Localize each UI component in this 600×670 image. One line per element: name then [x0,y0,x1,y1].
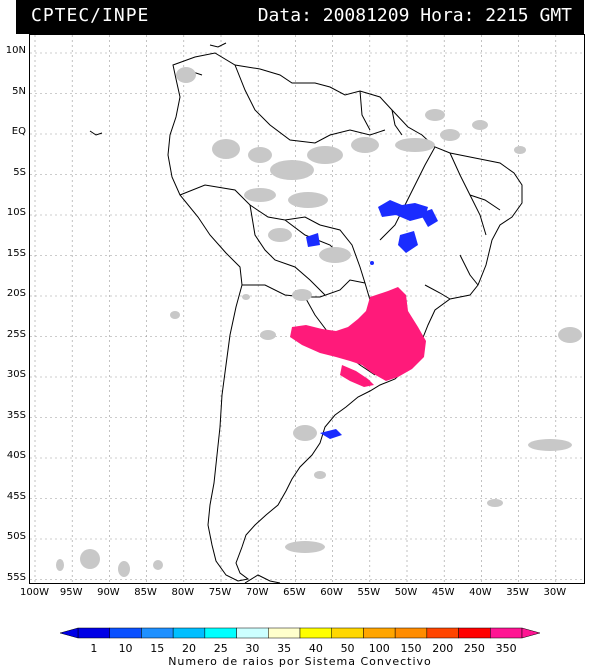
legend-swatch [426,627,459,639]
legend-swatch [172,627,206,639]
latitude-label: 30S [6,369,26,380]
latitude-label: 55S [6,571,26,583]
longitude-label: 50W [394,587,418,598]
legend-swatch [331,627,364,639]
legend-color-bar: 1 10 15 20 25 30 35 40 50 100 150 200 250 350 [59,627,541,655]
longitude-label: 70W [245,587,269,598]
legend-tick-label: 10 [119,642,133,655]
latitude-label: 5N [12,85,26,97]
longitude-label: 55W [357,587,381,598]
latitude-label: 20S [6,288,26,299]
longitude-label: 95W [59,587,83,598]
longitude-label: 35W [506,587,529,598]
legend-swatch [268,627,301,639]
legend-swatch [204,627,237,639]
legend-min-arrow [59,627,79,639]
latitude-label: 45S [6,490,26,502]
legend-tick-label: 40 [309,642,323,655]
high-intensity-clusters [290,287,426,387]
legend-tick-label: 20 [182,642,196,655]
legend-tick-label: 250 [464,642,485,655]
org-label: CPTEC/INPE [31,5,150,26]
latitude-label: 10N [5,45,26,56]
longitude-label: 100W [20,587,49,598]
latitude-label: 50S [6,531,26,542]
legend-tick-label: 35 [277,642,291,655]
latitude-label: 40S [6,450,26,461]
continent-outline [89,42,523,583]
legend-swatch [109,627,142,639]
map-frame [29,34,585,584]
map-canvas [30,35,584,583]
latitude-label: 15S [6,247,26,259]
legend-swatch [77,627,110,639]
legend-title: Numero de raios por Sistema Convectivo [168,655,432,668]
legend-tick-label: 100 [369,642,390,655]
legend-swatch [299,627,332,639]
legend-tick-label: 50 [341,642,355,655]
legend-swatch [363,627,396,639]
latitude-label: 10S [6,207,26,218]
legend-tick-label: 15 [150,642,164,655]
low-intensity-clusters [306,200,438,439]
longitude-label: 60W [320,587,343,598]
longitude-label: 30W [543,587,567,598]
legend-tick-label: 1 [90,642,97,655]
legend-tick-label: 200 [432,642,453,655]
legend-swatch [458,627,491,639]
longitude-label: 85W [134,587,157,598]
longitude-label: 80W [171,587,195,598]
latitude-label: 35S [6,409,26,421]
longitude-label: 90W [97,587,120,598]
longitude-label: 65W [283,587,306,598]
latitude-label: 25S [6,328,26,340]
legend-tick-label: 25 [214,642,228,655]
legend-swatch [490,627,523,639]
legend-tick-label: 30 [245,642,259,655]
header-bar: CPTEC/INPE Data: 20081209 Hora: 2215 GMT [16,0,584,34]
longitude-label: 45W [431,587,455,598]
longitude-label: 75W [208,587,232,598]
legend-swatch [236,627,269,639]
legend-max-arrow [521,627,541,639]
legend-swatch [394,627,428,639]
longitude-label: 40W [469,587,492,598]
legend-tick-label: 350 [496,642,517,655]
legend-swatch [141,627,174,639]
latitude-label: 5S [13,166,26,178]
legend-tick-label: 150 [401,642,422,655]
latitude-label: EQ [11,126,26,137]
date-time-label: Data: 20081209 Hora: 2215 GMT [257,5,572,26]
cloud-cover [56,67,582,577]
